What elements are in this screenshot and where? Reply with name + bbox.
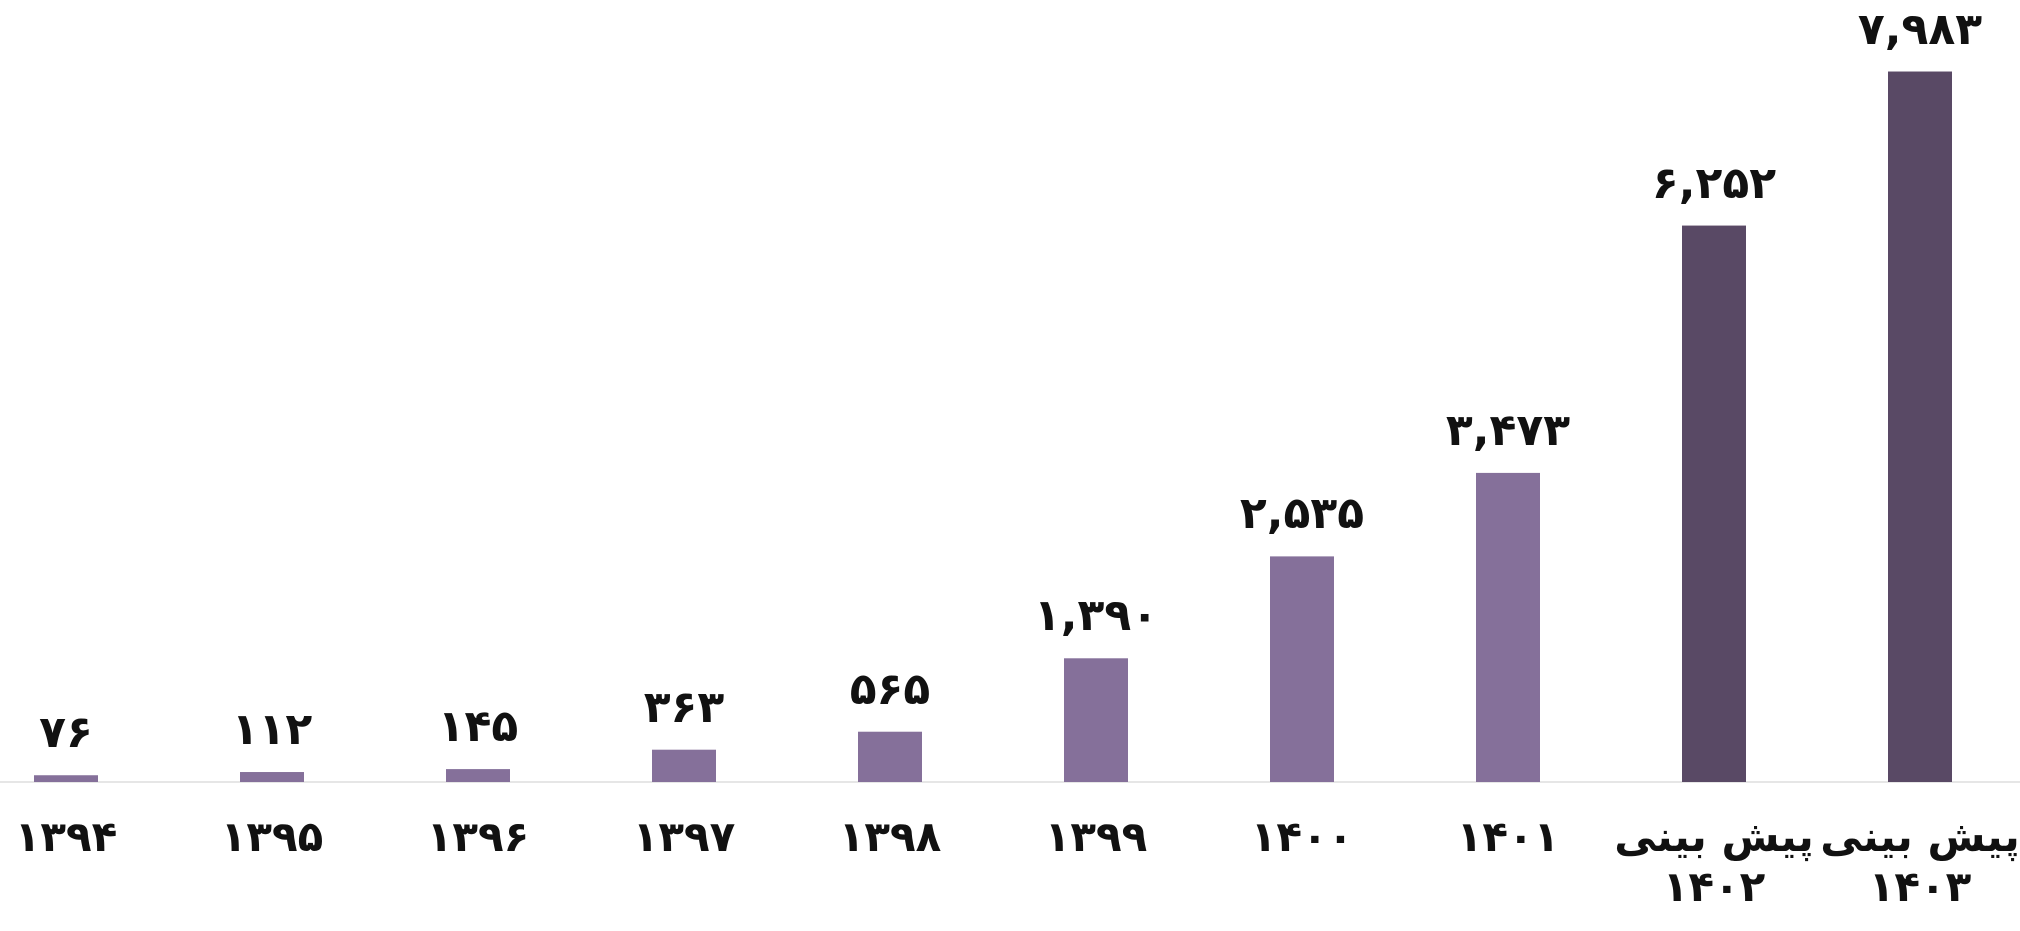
x-tick-label: ۱۳۹۹ — [1044, 812, 1148, 861]
x-tick-label: پیش بینی ۱۴۰۳ — [1820, 812, 2020, 912]
value-label: ۱۱۲ — [231, 704, 313, 756]
value-label: ۶,۲۵۲ — [1651, 157, 1777, 209]
bar — [1270, 556, 1334, 782]
value-label: ۵۶۵ — [849, 663, 931, 715]
bar — [446, 769, 510, 782]
bar — [240, 772, 304, 782]
bar — [1064, 658, 1128, 782]
bar — [858, 731, 922, 782]
x-tick-label: ۱۳۹۶ — [426, 812, 530, 861]
x-tick-label: پیش بینی ۱۴۰۲ — [1614, 812, 1814, 912]
x-tick-label: ۱۴۰۱ — [1456, 812, 1560, 861]
x-tick-label: ۱۳۹۷ — [632, 812, 736, 861]
value-label: ۷,۹۸۳ — [1857, 3, 1983, 55]
bar — [34, 775, 98, 782]
bar — [1682, 225, 1746, 782]
bar — [652, 749, 716, 782]
bar — [1888, 71, 1952, 782]
x-tick-label: ۱۴۰۰ — [1250, 812, 1354, 861]
value-label: ۱۴۵ — [437, 701, 519, 753]
bar — [1476, 472, 1540, 782]
value-label: ۲,۵۳۵ — [1239, 488, 1365, 540]
x-tick-label: ۱۳۹۸ — [838, 812, 942, 861]
value-label: ۳,۴۷۳ — [1445, 404, 1571, 456]
value-label: ۷۶ — [39, 707, 93, 759]
x-tick-label: ۱۳۹۵ — [220, 812, 324, 861]
x-tick-label: ۱۳۹۴ — [14, 812, 118, 861]
value-label: ۳۶۳ — [643, 681, 725, 733]
value-label: ۱,۳۹۰ — [1033, 590, 1159, 642]
